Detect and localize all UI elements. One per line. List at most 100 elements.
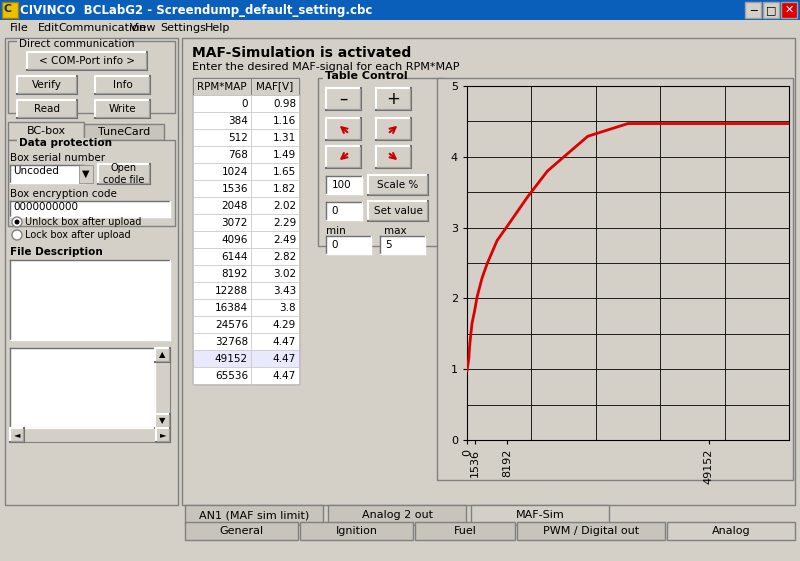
Bar [10,260,170,340]
Text: 0: 0 [331,206,338,216]
Text: CIVINCO  BCLabG2 - Screendump_default_setting.cbc: CIVINCO BCLabG2 - Screendump_default_set… [20,3,372,16]
Bar [84,124,164,140]
Bar [318,78,443,246]
Text: Box encryption code: Box encryption code [10,189,117,199]
Circle shape [12,230,22,240]
Bar [95,100,150,118]
Text: 5: 5 [385,240,392,250]
Text: 8192: 8192 [222,269,248,278]
Text: 384: 384 [228,116,248,126]
Text: 1536: 1536 [222,183,248,194]
Text: 65536: 65536 [215,370,248,380]
Bar [667,522,795,540]
Text: 512: 512 [228,132,248,142]
Bar [193,112,251,129]
Bar [745,2,761,18]
Text: max: max [384,226,406,236]
Bar [193,231,251,248]
Bar [5,38,178,505]
Text: □: □ [766,5,776,15]
Bar [8,122,84,140]
Text: Direct communication: Direct communication [19,39,134,49]
Text: Ignition: Ignition [335,526,378,536]
Bar [10,428,24,442]
Text: Box serial number: Box serial number [10,153,105,163]
Text: 100: 100 [332,180,352,190]
Text: 4096: 4096 [222,234,248,245]
Text: 1.49: 1.49 [273,149,296,159]
Bar [251,265,299,282]
Text: ▼: ▼ [159,416,166,425]
Text: < COM-Port info >: < COM-Port info > [39,56,135,66]
Text: MAF-Sim: MAF-Sim [516,510,564,520]
Bar [193,333,251,350]
Bar [155,348,170,362]
Text: File Description: File Description [10,247,102,257]
Text: Uncoded: Uncoded [13,166,59,176]
Bar [10,165,85,183]
Text: Lock box after upload: Lock box after upload [25,230,130,240]
Bar [326,88,361,110]
Text: BC-box: BC-box [26,126,66,136]
Bar [326,146,361,168]
Text: File: File [10,23,29,33]
Bar [251,146,299,163]
Text: Read: Read [34,104,60,114]
Text: 4.47: 4.47 [273,353,296,364]
Text: min: min [326,226,346,236]
Bar [251,180,299,197]
Text: Open
code file: Open code file [103,163,145,185]
Bar [368,175,428,195]
Bar [182,38,795,505]
Bar [79,165,93,183]
Text: Analog 2 out: Analog 2 out [362,510,433,520]
Bar [251,299,299,316]
Bar [98,164,150,184]
Text: Verify: Verify [32,80,62,90]
Text: 3.02: 3.02 [273,269,296,278]
Text: ▲: ▲ [159,351,166,360]
Bar [0,0,800,20]
Bar [155,348,170,428]
Bar [8,41,175,113]
Bar [251,214,299,231]
Bar [251,316,299,333]
Bar [193,299,251,316]
Text: Analog: Analog [712,526,750,536]
Text: Enter the desired MAF-signal for each RPM*MAP: Enter the desired MAF-signal for each RP… [192,62,459,72]
Bar [155,414,170,428]
Bar [10,201,170,217]
Bar [193,197,251,214]
Text: Set value: Set value [374,206,422,216]
Bar [471,505,609,525]
Bar [17,138,102,150]
Bar [251,197,299,214]
Bar [251,112,299,129]
Bar [300,522,413,540]
Bar [193,78,299,384]
Bar [27,52,147,70]
Text: AN1 (MAF sim limit): AN1 (MAF sim limit) [199,510,309,520]
Text: 32768: 32768 [215,337,248,347]
Bar [156,428,170,442]
Bar [193,265,251,282]
Bar [193,350,251,367]
Text: 2.82: 2.82 [273,251,296,261]
Text: 1.16: 1.16 [273,116,296,126]
Text: 2.29: 2.29 [273,218,296,228]
Bar [380,236,425,254]
Text: 2048: 2048 [222,200,248,210]
Text: 1.65: 1.65 [273,167,296,177]
Bar [326,176,362,194]
Text: 2.49: 2.49 [273,234,296,245]
Text: 4.47: 4.47 [273,370,296,380]
Bar [95,76,150,94]
Bar [763,2,779,18]
Text: 1024: 1024 [222,167,248,177]
Text: TuneCard: TuneCard [98,127,150,137]
Bar [193,163,251,180]
Text: ─: ─ [750,5,756,15]
Bar [251,282,299,299]
Bar [326,202,362,220]
Text: 1.31: 1.31 [273,132,296,142]
